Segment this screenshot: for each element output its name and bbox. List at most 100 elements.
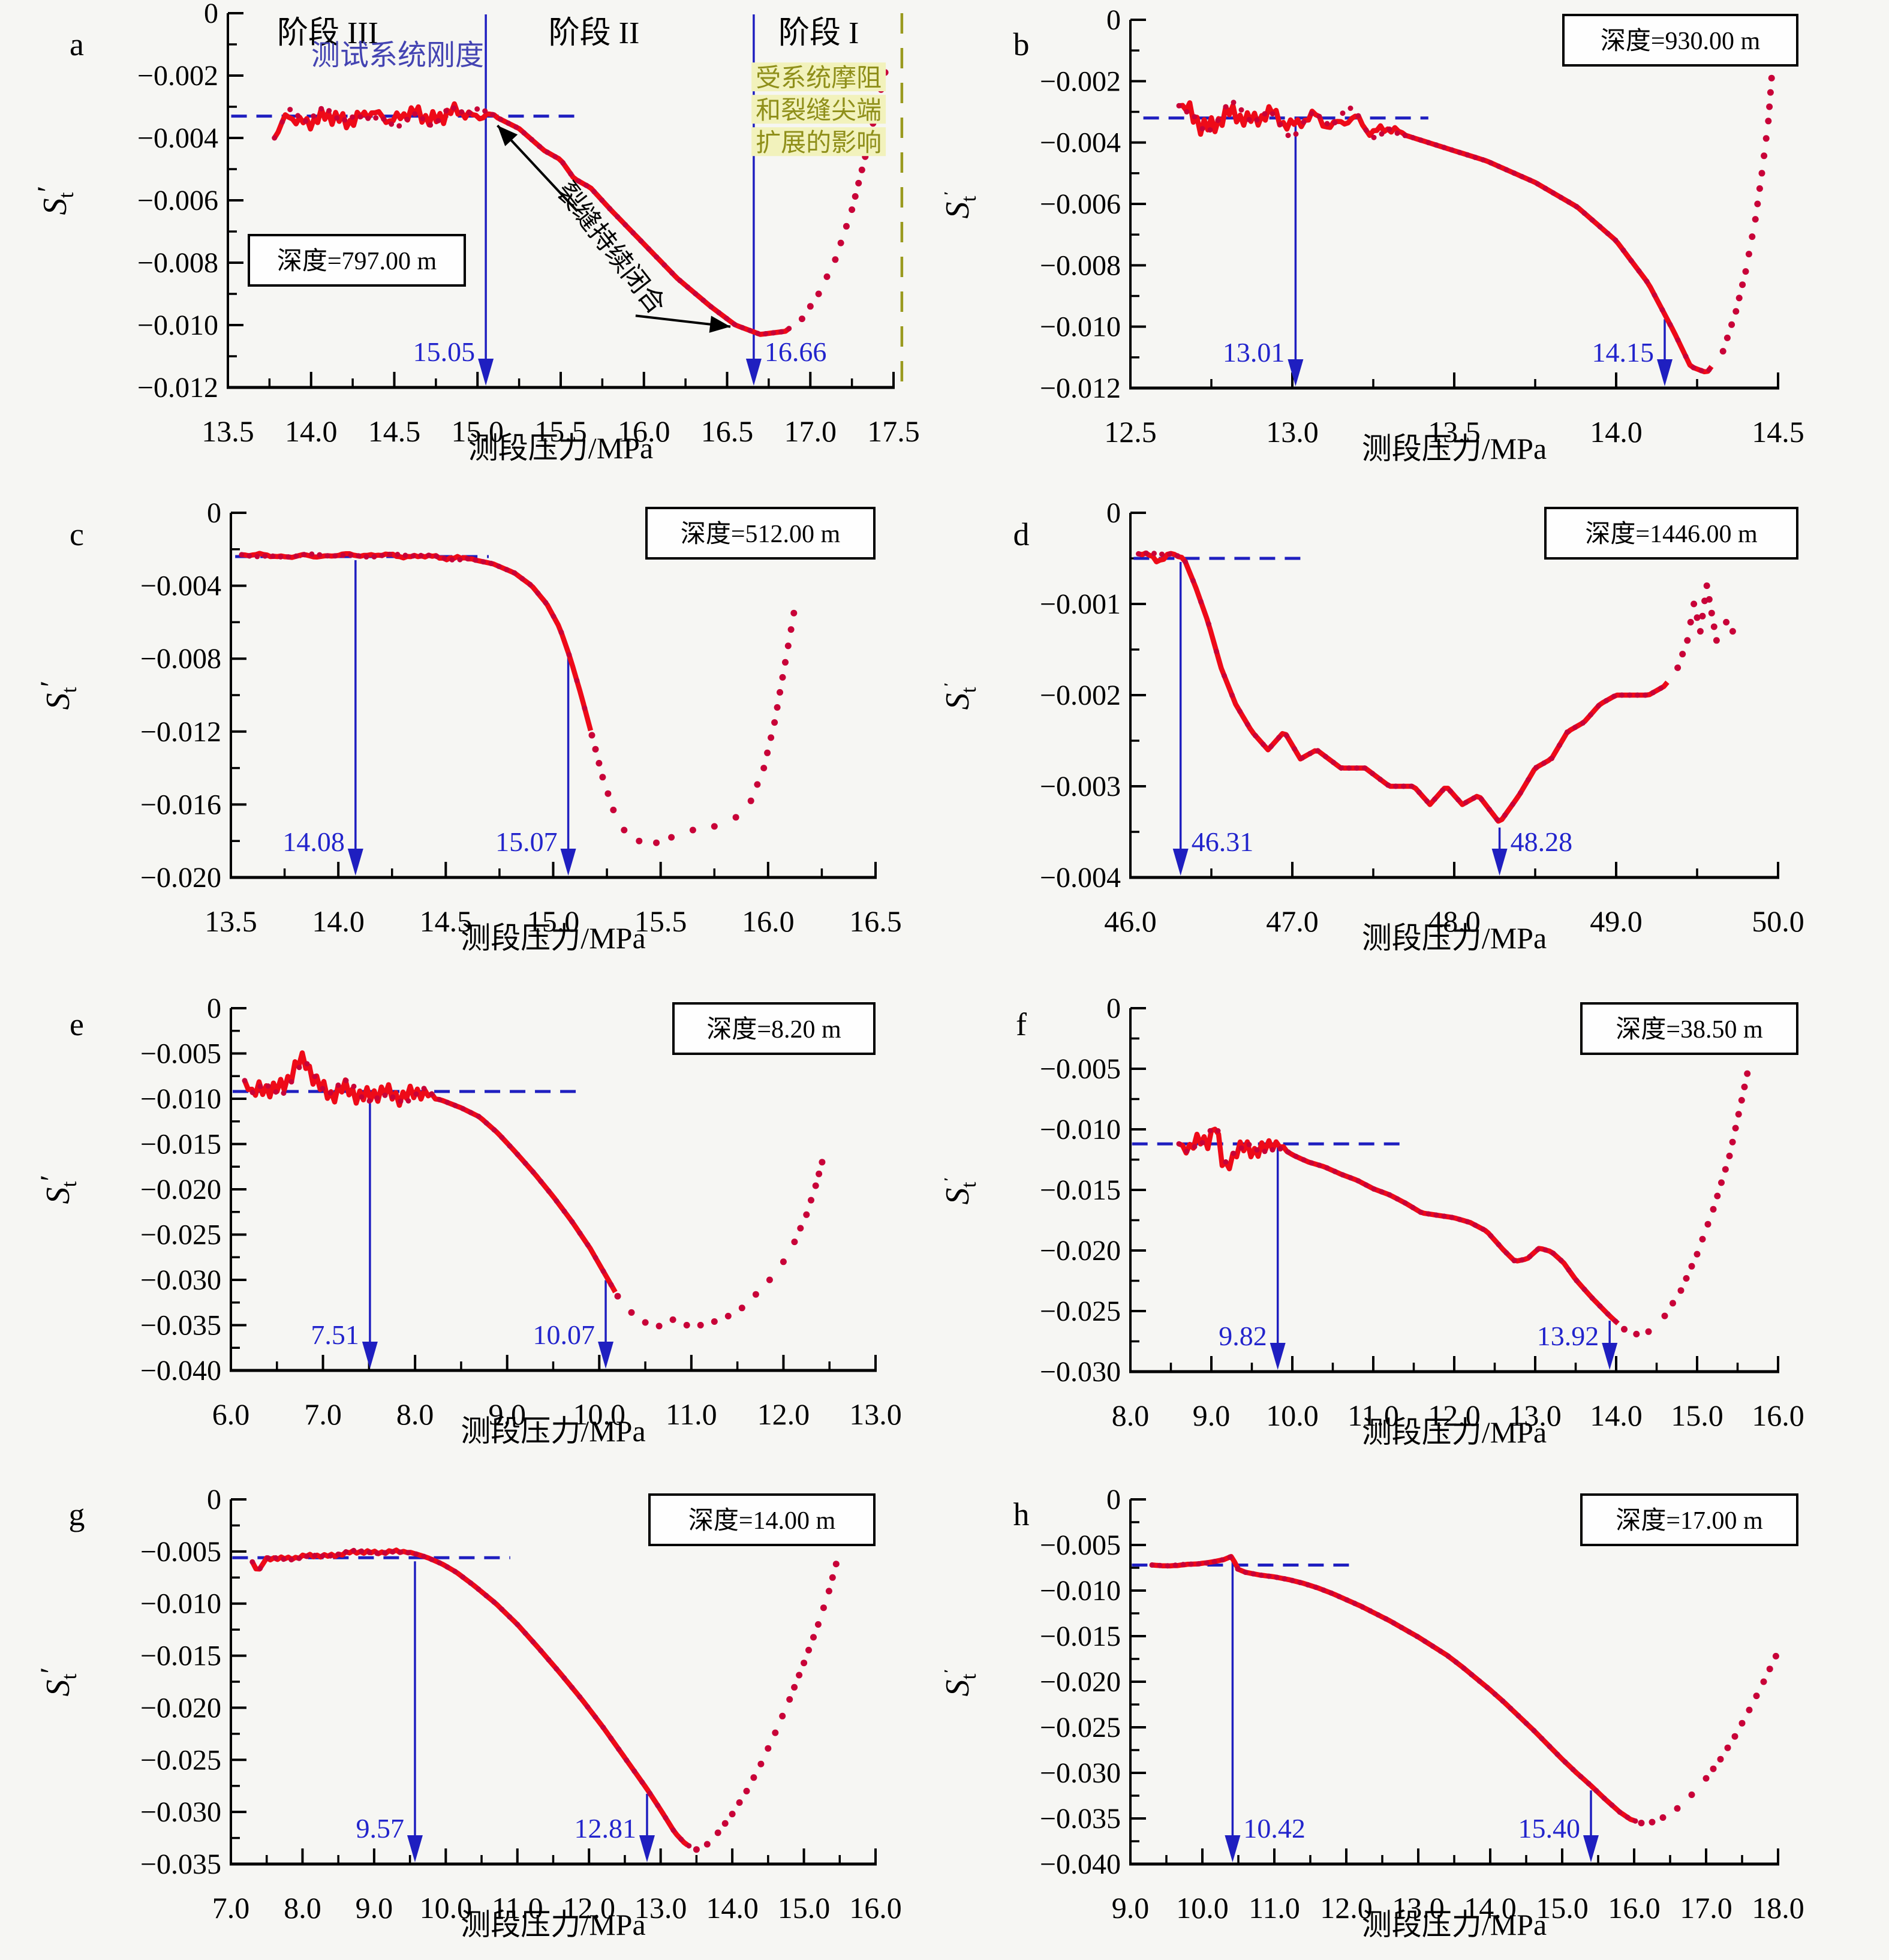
svg-text:11.0: 11.0 bbox=[492, 1891, 543, 1925]
svg-text:12.0: 12.0 bbox=[757, 1397, 810, 1431]
svg-text:10.0: 10.0 bbox=[1176, 1891, 1229, 1925]
svg-text:18.0: 18.0 bbox=[1752, 1891, 1804, 1925]
chart-f: 8.0 9.0 10.0 11.0 12.0 13.0 14.0 15.0 16.0 0 −0.00… bbox=[933, 993, 1804, 1449]
svg-text:12.5: 12.5 bbox=[1104, 415, 1157, 449]
svg-text:14.0: 14.0 bbox=[1590, 1399, 1643, 1432]
svg-text:−0.006: −0.006 bbox=[137, 185, 218, 217]
svg-text:8.0: 8.0 bbox=[1112, 1399, 1150, 1432]
svg-text:14.0: 14.0 bbox=[706, 1891, 759, 1925]
svg-text:17.5: 17.5 bbox=[867, 414, 920, 448]
depth-box-a: 深度=797.00 m bbox=[248, 234, 466, 287]
svg-text:9.0: 9.0 bbox=[1112, 1891, 1150, 1925]
svg-text:−0.025: −0.025 bbox=[1040, 1712, 1121, 1743]
svg-text:15.0: 15.0 bbox=[1536, 1891, 1589, 1925]
svg-text:7.0: 7.0 bbox=[304, 1397, 342, 1431]
marker-arrows: 13.01 14.15 bbox=[1223, 121, 1673, 386]
svg-text:−0.035: −0.035 bbox=[1040, 1803, 1121, 1835]
svg-text:49.0: 49.0 bbox=[1590, 904, 1643, 938]
svg-text:−0.006: −0.006 bbox=[1040, 188, 1121, 220]
svg-text:16.0: 16.0 bbox=[742, 904, 795, 938]
svg-text:0: 0 bbox=[204, 0, 218, 29]
svg-text:−0.015: −0.015 bbox=[1040, 1621, 1121, 1652]
svg-text:−0.035: −0.035 bbox=[140, 1848, 221, 1880]
depth-label-f: 深度=38.50 m bbox=[1616, 1016, 1763, 1044]
svg-text:−0.015: −0.015 bbox=[140, 1640, 221, 1672]
x-axis-label: 测段压力/MPa bbox=[1362, 1415, 1547, 1449]
panel-letter-c: c bbox=[70, 516, 84, 552]
svg-text:11.0: 11.0 bbox=[1249, 1891, 1300, 1925]
axes-a: 13.5 14.0 14.5 15.0 15.5 16.0 16.5 17.0 17.5 0 −0.… bbox=[137, 0, 920, 465]
svg-text:0: 0 bbox=[1106, 993, 1121, 1024]
svg-text:48.0: 48.0 bbox=[1428, 904, 1481, 938]
closure-annotation: 裂缝持续闭合 bbox=[551, 176, 671, 319]
curve-g bbox=[249, 1547, 840, 1853]
depth-box-e: 深度=8.20 m bbox=[672, 1002, 876, 1055]
chart-h: 9.0 10.0 11.0 12.0 13.0 14.0 15.0 16.0 17.0 18.0 0… bbox=[933, 1484, 1804, 1941]
marker-arrows: 15.05 16.66 bbox=[413, 14, 826, 386]
svg-text:15.5: 15.5 bbox=[534, 414, 587, 448]
svg-text:−0.020: −0.020 bbox=[140, 862, 221, 894]
svg-text:12.0: 12.0 bbox=[1428, 1399, 1481, 1432]
chart-a: 13.5 14.0 14.5 15.0 15.5 16.0 16.5 17.0 17.5 0 −0.… bbox=[31, 0, 920, 465]
depth-box-c: 深度=512.00 m bbox=[645, 507, 876, 560]
pressure-value-13.92: 13.92 bbox=[1537, 1321, 1599, 1351]
x-axis-label: 测段压力/MPa bbox=[461, 1908, 645, 1941]
axes-d: 46.0 47.0 48.0 49.0 50.0 0 −0.001 −0.002 −0.003 −… bbox=[1040, 497, 1804, 955]
marker-arrows: 7.51 10.07 bbox=[311, 1095, 614, 1369]
svg-text:−0.008: −0.008 bbox=[140, 643, 221, 675]
depth-label-h: 深度=17.00 m bbox=[1616, 1507, 1763, 1535]
svg-text:−0.005: −0.005 bbox=[140, 1038, 221, 1070]
y-axis-label: St′ bbox=[944, 681, 980, 710]
curve-c bbox=[239, 551, 798, 846]
svg-text:−0.004: −0.004 bbox=[137, 122, 218, 154]
svg-text:13.0: 13.0 bbox=[1509, 1399, 1562, 1432]
svg-text:12.0: 12.0 bbox=[563, 1891, 615, 1925]
svg-text:−0.008: −0.008 bbox=[1040, 249, 1121, 281]
svg-text:−0.008: −0.008 bbox=[137, 247, 218, 279]
svg-text:15.0: 15.0 bbox=[1671, 1399, 1723, 1432]
svg-text:−0.012: −0.012 bbox=[140, 716, 221, 748]
svg-text:17.0: 17.0 bbox=[784, 414, 837, 448]
svg-text:14.5: 14.5 bbox=[1752, 415, 1804, 449]
marker-arrows: 9.82 13.92 bbox=[1219, 1147, 1618, 1370]
y-axis-label: St′ bbox=[944, 190, 980, 219]
panel-letter-a: a bbox=[70, 26, 84, 62]
phase-label-3: 阶段 I bbox=[778, 16, 859, 50]
svg-text:−0.010: −0.010 bbox=[1040, 311, 1121, 343]
chart-e: 6.0 7.0 8.0 9.0 10.0 11.0 12.0 13.0 0 −0.005 −0.01… bbox=[34, 993, 902, 1448]
svg-text:16.5: 16.5 bbox=[701, 414, 754, 448]
svg-text:13.0: 13.0 bbox=[1266, 415, 1319, 449]
svg-text:−0.004: −0.004 bbox=[140, 570, 221, 602]
x-axis-label: 测段压力/MPa bbox=[1362, 1908, 1547, 1941]
y-axis-label: St′ bbox=[944, 1667, 980, 1697]
depth-box-b: 深度=930.00 m bbox=[1562, 14, 1798, 67]
curve-b bbox=[1176, 74, 1775, 375]
svg-text:12.0: 12.0 bbox=[1320, 1891, 1373, 1925]
svg-text:14.0: 14.0 bbox=[312, 904, 365, 938]
x-axis-label: 测段压力/MPa bbox=[461, 921, 645, 955]
pressure-value-46.31: 46.31 bbox=[1192, 826, 1254, 857]
svg-text:−0.005: −0.005 bbox=[1040, 1053, 1121, 1085]
svg-text:10.0: 10.0 bbox=[420, 1891, 473, 1925]
axes-b: 12.5 13.0 13.5 14.0 14.5 0 −0.002 −0.004 −0.006 −… bbox=[1040, 4, 1804, 465]
svg-text:15.0: 15.0 bbox=[452, 414, 504, 448]
svg-text:9.0: 9.0 bbox=[1193, 1399, 1231, 1432]
axes-g: 7.0 8.0 9.0 10.0 11.0 12.0 13.0 14.0 15.0 16.0 0 −0… bbox=[140, 1484, 902, 1941]
svg-text:−0.005: −0.005 bbox=[140, 1536, 221, 1568]
depth-label-e: 深度=8.20 m bbox=[706, 1016, 841, 1044]
x-axis-label: 测段压力/MPa bbox=[468, 431, 653, 465]
depth-label-a: 深度=797.00 m bbox=[277, 248, 437, 275]
panel-letter-f: f bbox=[1016, 1006, 1027, 1042]
svg-text:−0.030: −0.030 bbox=[140, 1796, 221, 1828]
svg-text:8.0: 8.0 bbox=[396, 1397, 434, 1431]
svg-text:17.0: 17.0 bbox=[1680, 1891, 1732, 1925]
svg-text:14.5: 14.5 bbox=[368, 414, 421, 448]
panel-letter-b: b bbox=[1013, 26, 1030, 62]
pressure-value-10.07: 10.07 bbox=[533, 1319, 595, 1350]
svg-text:15.0: 15.0 bbox=[778, 1891, 831, 1925]
y-axis-label: St′ bbox=[944, 1176, 980, 1205]
svg-text:11.0: 11.0 bbox=[1347, 1399, 1399, 1432]
pressure-value-15.05: 15.05 bbox=[413, 336, 476, 367]
curve-e bbox=[242, 1050, 826, 1330]
